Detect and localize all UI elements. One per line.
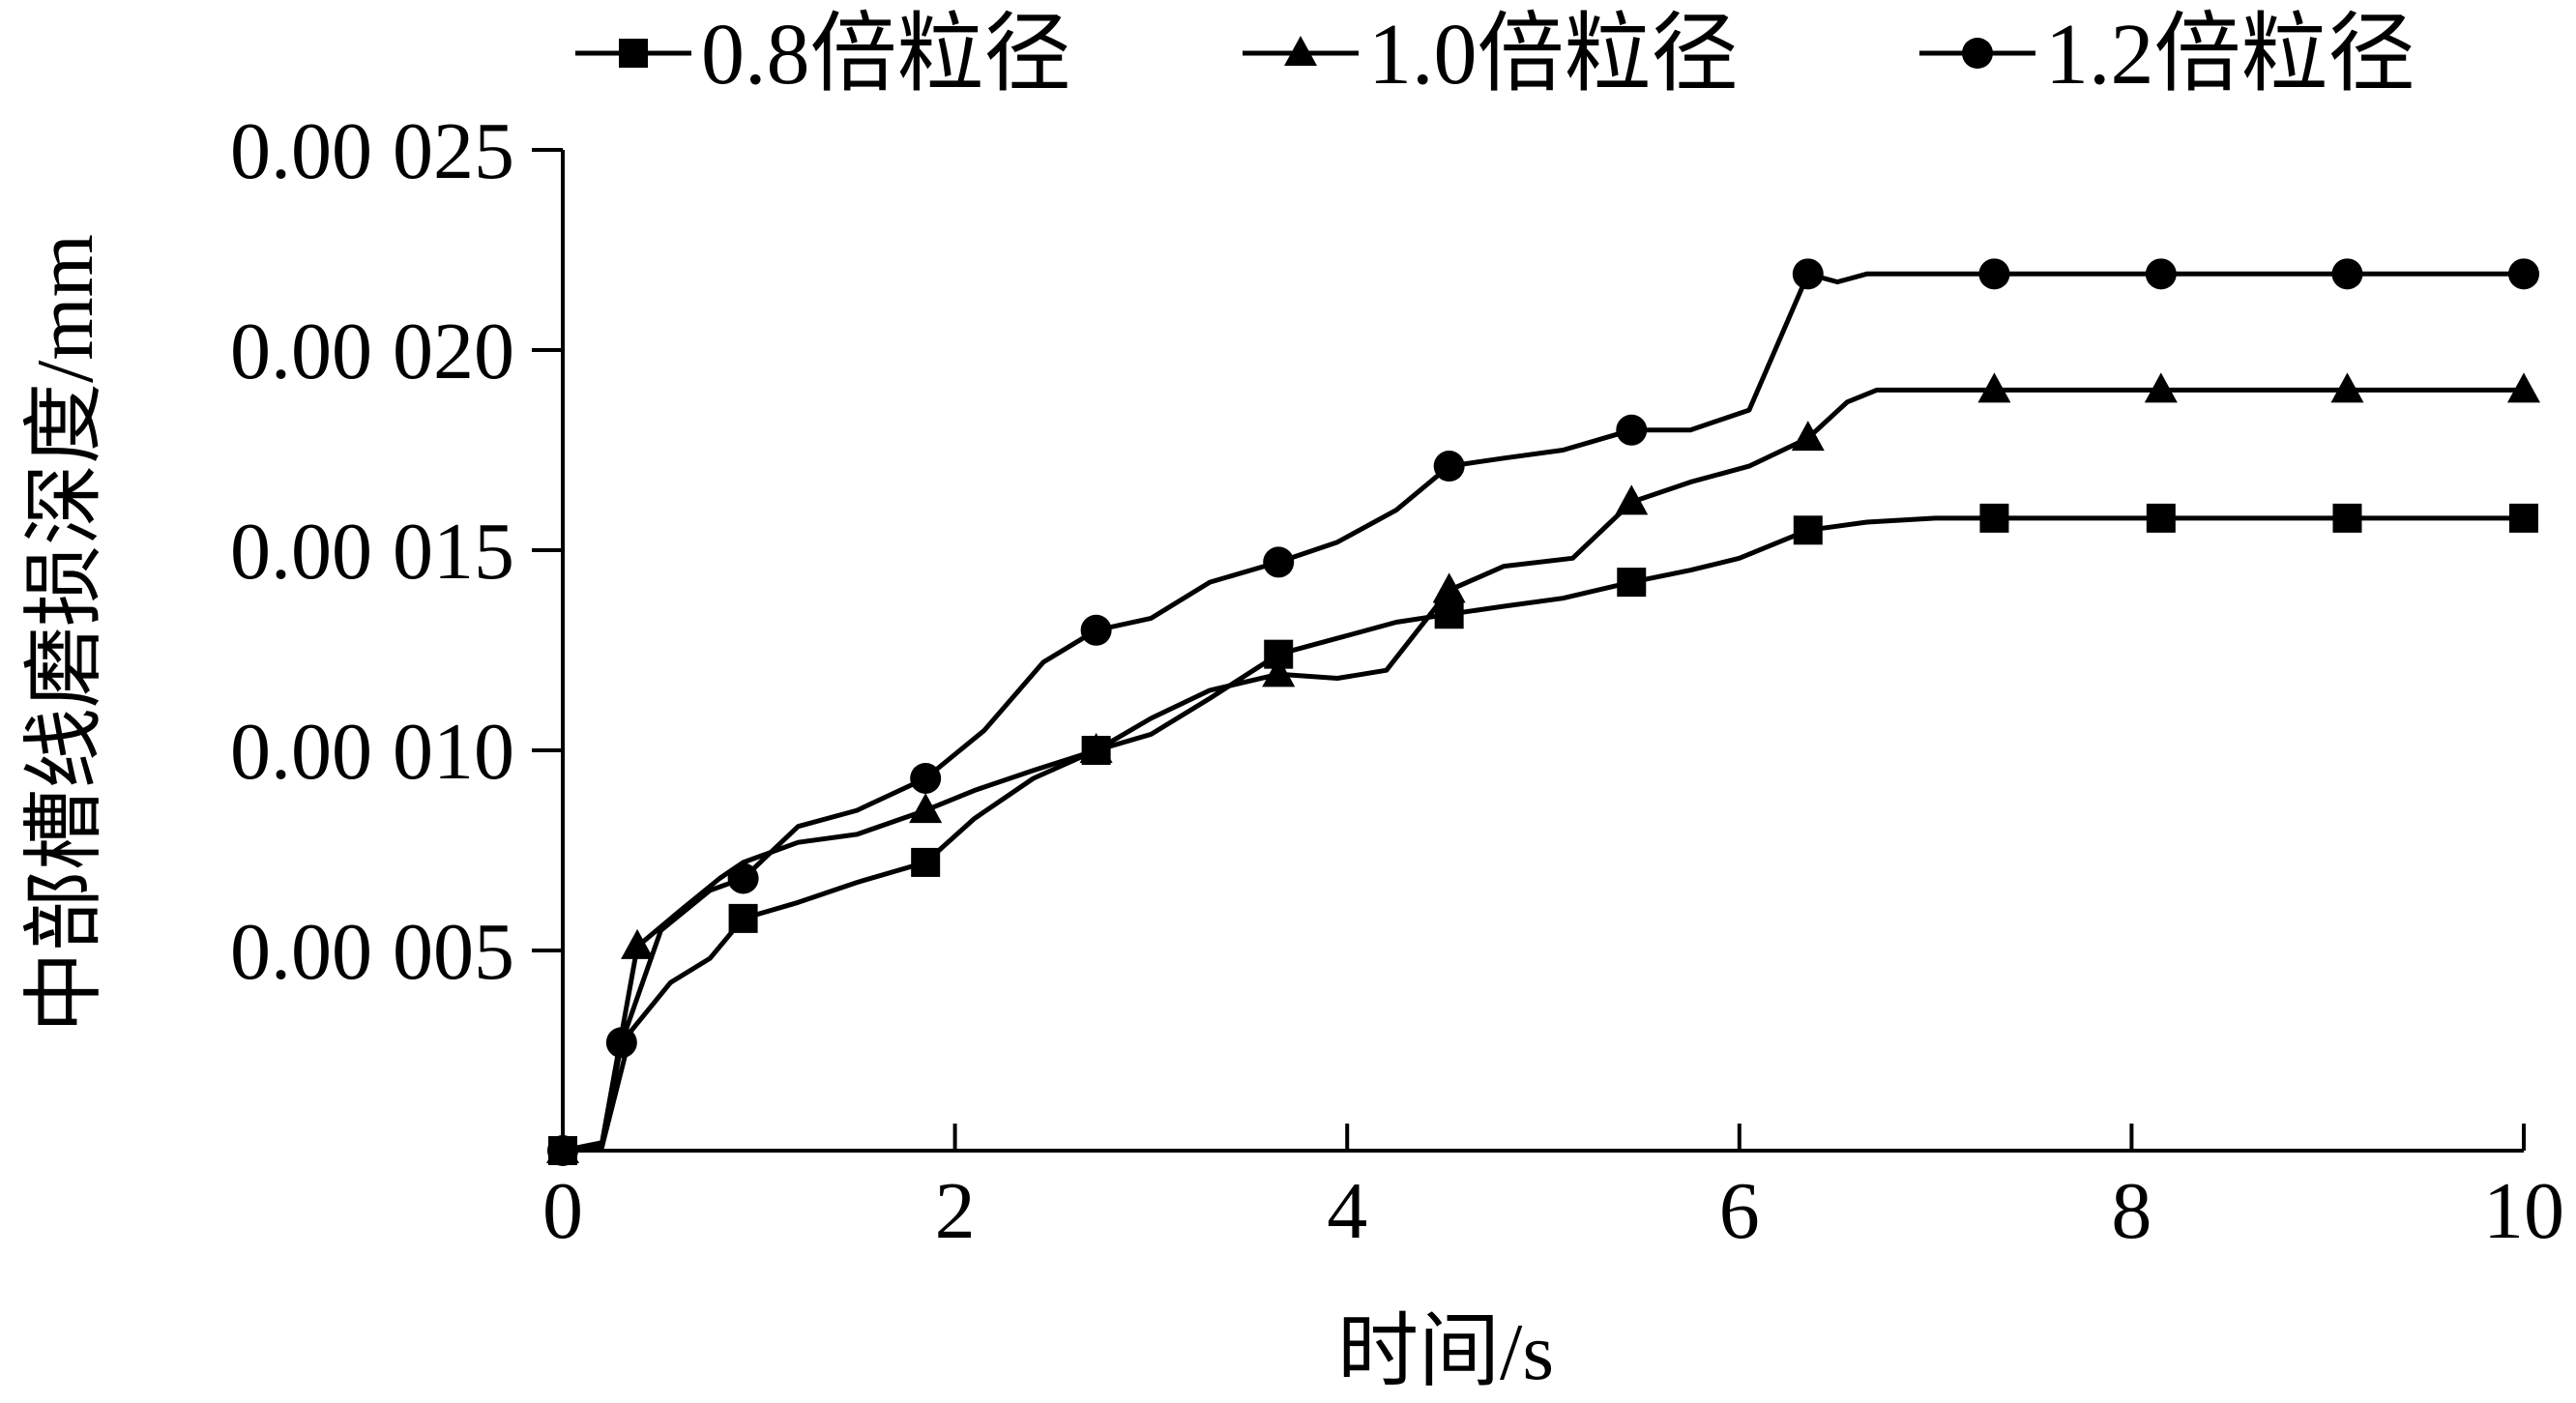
y-tick-label: 0.00 010: [230, 707, 514, 797]
data-point: [1615, 484, 1649, 515]
data-point: [2144, 372, 2178, 403]
data-point: [1080, 614, 1112, 646]
data-point: [2508, 258, 2539, 290]
data-point: [1262, 657, 1296, 687]
data-point: [728, 903, 758, 933]
y-tick-label: 0.00 020: [230, 307, 514, 396]
x-axis-label: 时间/s: [1337, 1307, 1554, 1397]
legend-marker: [1962, 38, 1993, 69]
data-point: [1079, 733, 1113, 763]
data-point: [1432, 572, 1466, 603]
legend-item-3: 1.2倍粒径: [1919, 7, 2415, 102]
data-point: [605, 1027, 637, 1059]
data-point: [1792, 258, 1824, 290]
data-point: [2332, 503, 2362, 533]
x-tick-label: 0: [542, 1166, 583, 1256]
data-point: [1791, 421, 1825, 452]
x-tick-label: 8: [2111, 1166, 2152, 1256]
data-point: [2146, 503, 2176, 533]
data-point: [1977, 372, 2011, 403]
data-point: [1793, 515, 1823, 545]
y-axis-label: 中部槽线磨损深度/mm: [20, 234, 110, 1033]
data-point: [1617, 568, 1647, 598]
legend-label: 1.2倍粒径: [2045, 7, 2415, 102]
series-3: [547, 258, 2539, 1166]
data-point: [1979, 503, 2009, 533]
data-point: [1433, 451, 1465, 482]
data-point: [621, 928, 655, 959]
data-point: [2507, 372, 2540, 403]
data-point: [2330, 372, 2364, 403]
x-tick-label: 4: [1327, 1166, 1367, 1256]
series-line: [562, 271, 2524, 1154]
x-tick-label: 10: [2483, 1166, 2564, 1256]
legend-marker: [1284, 36, 1317, 66]
legend-item-1: 0.8倍粒径: [575, 7, 1071, 102]
data-point: [727, 862, 759, 894]
data-point: [909, 793, 943, 824]
series-line: [562, 387, 2524, 1154]
y-tick-label: 0.00 005: [230, 907, 514, 997]
data-point: [2509, 503, 2538, 533]
data-point: [2331, 258, 2363, 290]
legend-label: 1.0倍粒径: [1368, 7, 1739, 102]
series-2: [546, 372, 2540, 1163]
legend: 0.8倍粒径 1.0倍粒径 1.2倍粒径: [575, 7, 2415, 102]
legend-label: 0.8倍粒径: [701, 7, 1071, 102]
y-tick-label: 0.00 015: [230, 507, 514, 597]
x-tick-label: 2: [935, 1166, 976, 1256]
data-point: [1978, 258, 2010, 290]
y-tick-label: 0.00 025: [230, 106, 514, 196]
data-point: [1616, 414, 1648, 446]
legend-item-2: 1.0倍粒径: [1243, 7, 1739, 102]
data-point: [2145, 258, 2177, 290]
plot-area: [546, 258, 2540, 1166]
legend-marker: [619, 39, 648, 68]
data-point: [911, 847, 941, 877]
axes: 0 2 4 6 8 10 0.00 005 0.00 010 0.00 015 0.00 020 0…: [230, 106, 2564, 1256]
x-tick-label: 6: [1719, 1166, 1760, 1256]
data-point: [910, 762, 942, 794]
data-point: [1263, 546, 1295, 578]
